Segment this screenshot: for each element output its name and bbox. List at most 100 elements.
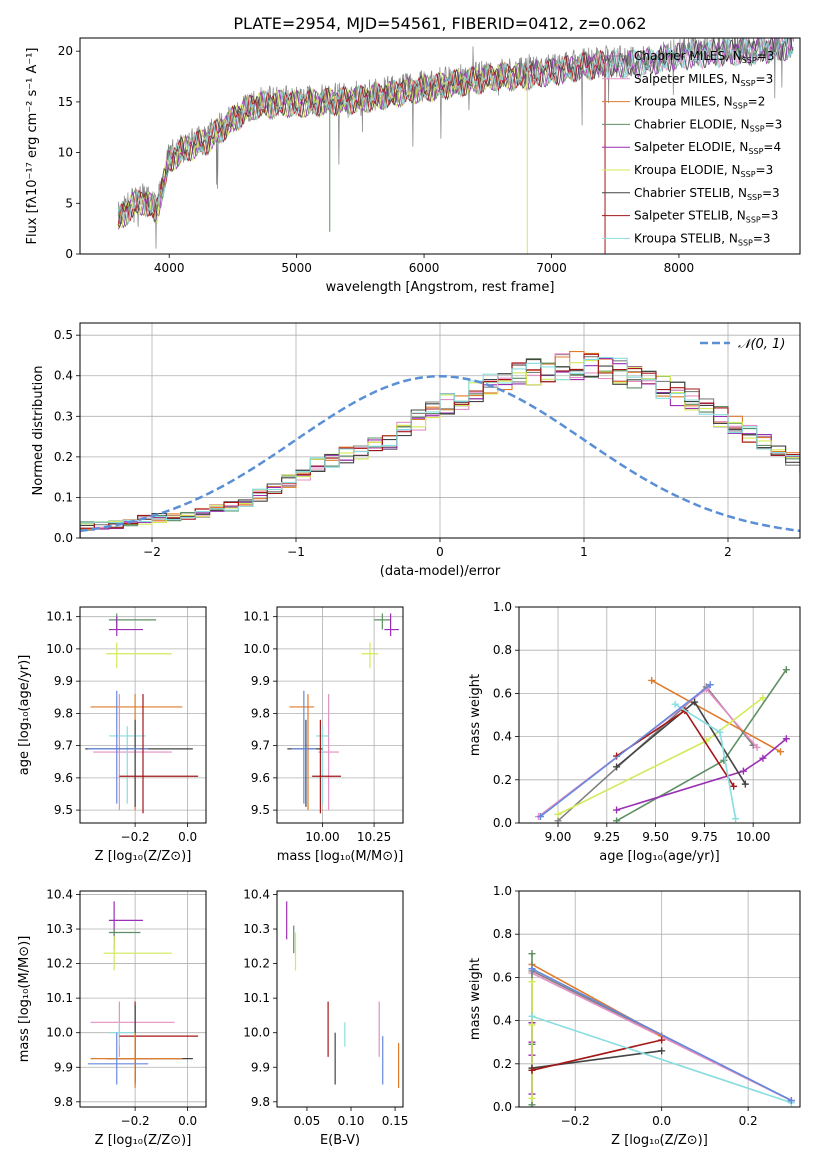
series-marker-7-1 — [658, 1036, 666, 1044]
mass_vs_EBV-xlabel: E(B-V) — [320, 1133, 360, 1148]
legend-label-0: Chabrier MILES, NSSP=3 — [634, 49, 774, 65]
series-marker-2-1 — [776, 748, 784, 756]
age_vs_Z-ylabel: age [log₁₀(age/yr)] — [17, 655, 32, 776]
series-line-7 — [616, 709, 735, 787]
mass_vs_Z-ytick-label-2: 10.0 — [46, 1026, 73, 1040]
series-marker-4-2 — [759, 754, 767, 762]
age_vs_Z-ytick-label-3: 9.8 — [54, 706, 73, 720]
age_vs_Z-ytick-label-4: 9.9 — [54, 674, 73, 688]
massweight_vs_age-xtick-label-2: 9.50 — [642, 830, 669, 844]
massweight_vs_age-ytick-label-3: 0.6 — [493, 686, 512, 700]
massweight_vs_age-ytick-label-2: 0.4 — [493, 730, 512, 744]
mass_vs_Z-ytick-label-3: 10.1 — [46, 991, 73, 1005]
spectrum-xtick-label-0: 4000 — [154, 261, 185, 275]
mass_vs_Z-xtick-label-1: 0.0 — [178, 1114, 197, 1128]
legend-label-1: Salpeter MILES, NSSP=3 — [634, 72, 773, 88]
age_vs_Z-ytick-label-0: 9.5 — [54, 803, 73, 817]
series-marker-7-0 — [528, 1066, 536, 1074]
spectrum-xtick-label-3: 7000 — [536, 261, 567, 275]
age_vs_Z-xtick-label-0: −0.2 — [121, 830, 150, 844]
legend-label-6: Chabrier STELIB, NSSP=3 — [634, 186, 780, 202]
massweight_vs_age-xtick-label-4: 10.00 — [736, 830, 770, 844]
massweight_vs_Z-ylabel: mass weight — [468, 958, 483, 1040]
age_vs_Z-plot-area — [85, 613, 199, 814]
massweight_vs_age-xtick-label-3: 9.75 — [691, 830, 718, 844]
massweight_vs_Z-xtick-label-2: 0.2 — [739, 1114, 758, 1128]
series-line-7 — [531, 1039, 662, 1072]
series-marker-9-0 — [528, 965, 536, 973]
age_vs_Z-frame — [79, 606, 207, 824]
spectrum-plot-area — [117, 38, 794, 254]
mass_vs_Z-frame — [79, 890, 207, 1108]
histogram-series-8 — [80, 356, 800, 538]
series-marker-8-0 — [671, 700, 679, 708]
residuals-xtick-label-1: −1 — [287, 545, 305, 559]
mass_vs_EBV-xtick-label-0: 0.05 — [294, 1114, 321, 1128]
series-marker-9-1 — [787, 1097, 795, 1105]
massweight_vs_age-xtick-label-1: 9.25 — [593, 830, 620, 844]
spectrum-xtick-label-1: 5000 — [281, 261, 312, 275]
legend-label-normal: 𝒩(0, 1) — [738, 337, 785, 352]
mass_vs_EBV-ytick-label-3: 10.1 — [243, 991, 270, 1005]
massweight_vs_Z-ytick-label-5: 1.0 — [493, 884, 512, 898]
legend-label-8: Kroupa STELIB, NSSP=3 — [634, 231, 771, 247]
series-marker-3-0 — [528, 1101, 536, 1107]
massweight_vs_Z-ytick-label-4: 0.8 — [493, 927, 512, 941]
residuals-frame — [79, 322, 801, 539]
age_vs_mass-ytick-label-1: 9.6 — [251, 771, 270, 785]
massweight_vs_age-ytick-label-1: 0.2 — [493, 773, 512, 787]
residuals-ylabel: Normed distribution — [31, 366, 46, 496]
mass_vs_EBV-xtick-label-1: 0.10 — [338, 1114, 365, 1128]
series-marker-6-1 — [658, 1047, 666, 1055]
age_vs_Z-ytick-label-2: 9.7 — [54, 739, 73, 753]
model-spectrum-5 — [117, 63, 528, 229]
mass_vs_Z-ytick-label-1: 9.9 — [54, 1060, 73, 1074]
spectrum-ytick-label-3: 15 — [58, 95, 73, 109]
massweight_vs_age-plot-area — [535, 666, 790, 823]
age_vs_Z-ytick-label-6: 10.1 — [46, 610, 73, 624]
residuals-plot-area — [80, 351, 800, 538]
series-marker-9-1 — [706, 681, 714, 689]
histogram-series-6 — [80, 359, 800, 538]
residuals-ytick-label-2: 0.2 — [54, 450, 73, 464]
series-marker-6-1 — [691, 698, 699, 706]
residuals-xtick-label-4: 2 — [724, 545, 732, 559]
age_vs_mass-plot-area — [287, 613, 399, 814]
model-spectrum-6 — [117, 38, 794, 228]
series-marker-5-2 — [528, 978, 536, 986]
spectrum-panel: 4000 5000 6000 7000 8000 0 5 10 15 20 wavelength [… — [25, 37, 801, 295]
histogram-series-7 — [80, 353, 800, 538]
massweight_vs_age-xlabel: age [log₁₀(age/yr)] — [599, 849, 720, 864]
massweight_vs_Z-ytick-label-0: 0.0 — [493, 1100, 512, 1114]
mass_vs_EBV-plot-area — [286, 901, 400, 1088]
age_vs_mass-frame — [276, 606, 404, 824]
series-marker-7-2 — [730, 782, 738, 790]
massweight_vs_Z-xlabel: Z [log₁₀(Z/Z⊙)] — [611, 1133, 708, 1148]
residuals-ytick-label-3: 0.3 — [54, 409, 73, 423]
mass_vs_EBV-ytick-label-1: 9.9 — [251, 1060, 270, 1074]
legend-label-5: Kroupa ELODIE, NSSP=3 — [634, 163, 773, 179]
massweight_vs_Z-xtick-label-1: 0.0 — [652, 1114, 671, 1128]
mass_vs_Z-ytick-label-5: 10.3 — [46, 922, 73, 936]
residuals-xtick-label-2: 0 — [436, 545, 444, 559]
series-marker-5-2 — [759, 694, 767, 702]
massweight_vs_age-ytick-label-0: 0.0 — [493, 816, 512, 830]
spectrum-xtick-label-4: 8000 — [664, 261, 695, 275]
mass_vs_Z-ytick-label-6: 10.4 — [46, 887, 73, 901]
age_vs_Z-xtick-label-1: 0.0 — [178, 830, 197, 844]
age_vs_mass-panel: 10.00 10.25 9.5 9.6 9.7 9.8 9.9 10.0 10.1 mass [l… — [243, 606, 404, 864]
series-marker-3-2 — [782, 666, 790, 674]
age_vs_Z-xlabel: Z [log₁₀(Z/Z⊙)] — [95, 849, 192, 864]
residuals-xtick-label-0: −2 — [143, 545, 161, 559]
series-marker-5-1 — [528, 1021, 536, 1029]
series-marker-6-2 — [741, 780, 749, 788]
series-marker-9-0 — [536, 813, 544, 821]
residuals-panel: −2 −1 0 1 2 0.0 0.1 0.2 0.3 0.4 0.5 (data-model)/er… — [31, 322, 801, 579]
spectrum-ylabel: Flux [fλ10⁻¹⁷ erg cm⁻² s⁻¹ A⁻¹] — [25, 48, 40, 245]
massweight_vs_age-xtick-label-0: 9.00 — [545, 830, 572, 844]
histogram-series-3 — [80, 358, 800, 538]
series-line-2 — [651, 679, 781, 753]
legend-label-3: Chabrier ELODIE, NSSP=3 — [634, 117, 782, 133]
